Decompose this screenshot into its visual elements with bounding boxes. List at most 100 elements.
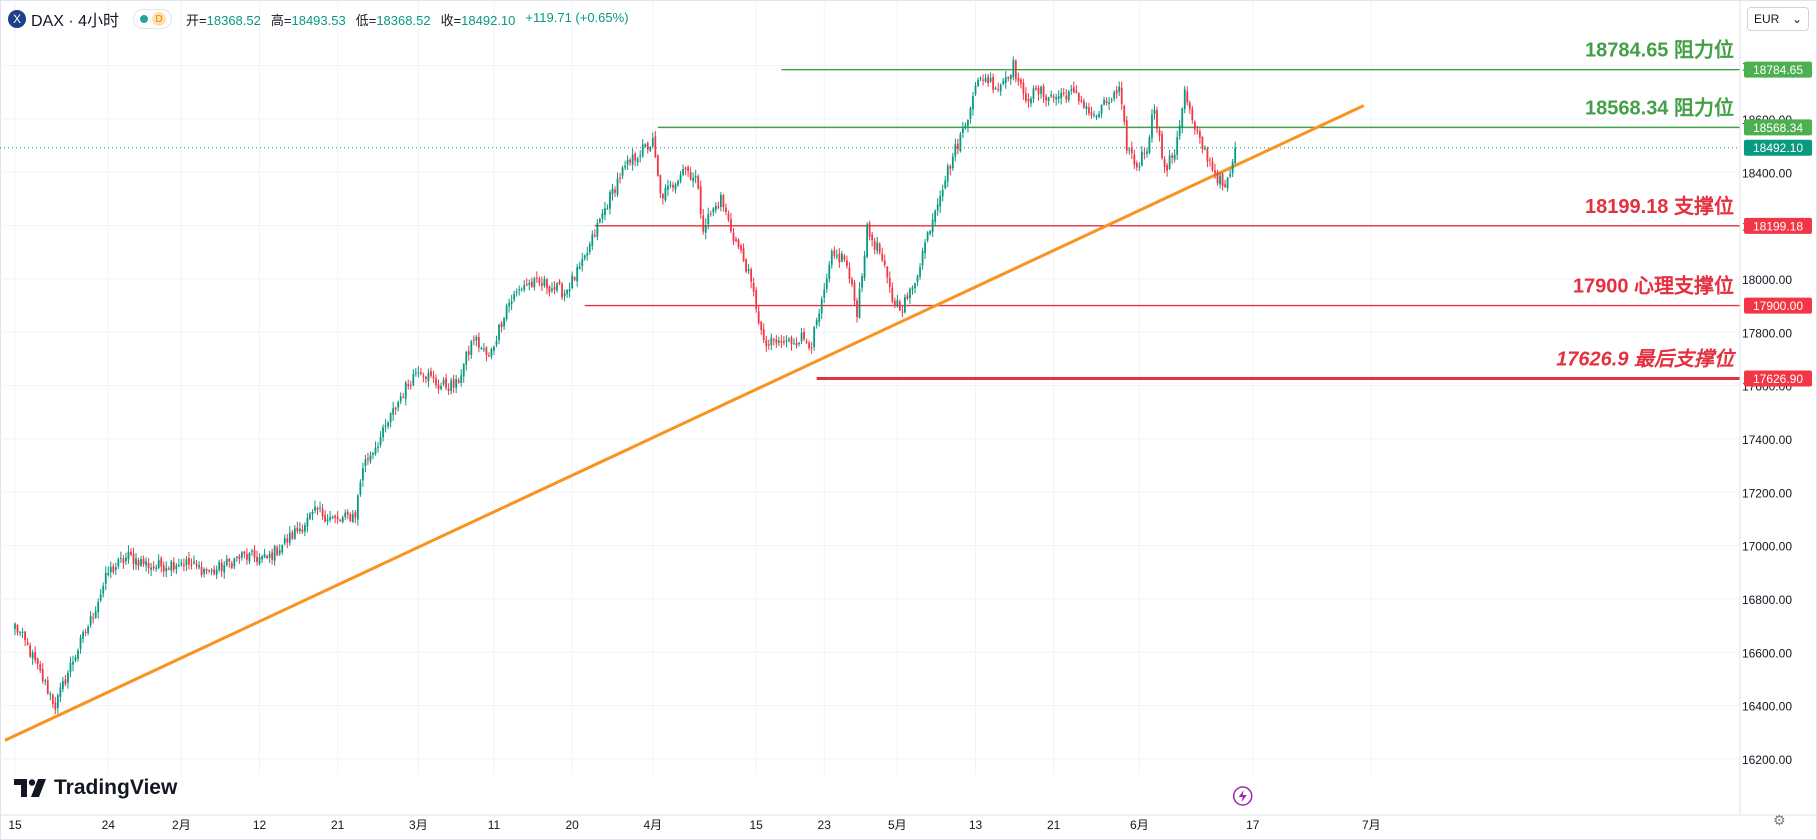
candle-body — [984, 78, 987, 82]
candle-body — [687, 167, 690, 172]
candle-body — [1085, 106, 1088, 110]
candle-body — [840, 253, 843, 262]
candle-body — [644, 144, 647, 147]
candle-body — [276, 547, 279, 555]
candle-body — [553, 286, 556, 290]
candle-body — [288, 532, 291, 543]
candle-body — [190, 564, 193, 566]
candle-body — [830, 251, 833, 265]
candle-body — [243, 551, 246, 555]
candle-body — [646, 143, 649, 150]
y-tick-label: 18400.00 — [1742, 166, 1792, 180]
candle-body — [528, 283, 531, 285]
price-tag-label: 17626.90 — [1753, 372, 1803, 386]
price-axis: 16200.00 16400.00 16600.00 16800.00 17000.00… — [1739, 0, 1812, 815]
level-label: 18568.34 阻力位 — [1585, 95, 1734, 119]
gear-icon[interactable]: ⚙ — [1773, 812, 1786, 828]
candle-body — [412, 373, 415, 386]
candle-body — [735, 239, 737, 241]
candle-body — [1027, 98, 1030, 102]
candle-body — [798, 343, 800, 345]
candle-body — [298, 528, 301, 532]
candle-body — [1030, 98, 1032, 104]
market-status[interactable]: D — [133, 9, 173, 29]
candle-body — [1014, 60, 1017, 80]
xetra-icon[interactable]: X — [8, 10, 26, 28]
candle-body — [571, 275, 574, 288]
candle-body — [200, 566, 203, 576]
candle-body — [750, 269, 753, 282]
candle-body — [601, 212, 604, 219]
candle-body — [477, 337, 480, 348]
candle-body — [737, 239, 740, 248]
candle-body — [41, 669, 44, 682]
candle-body — [1211, 161, 1214, 171]
candle-body — [747, 269, 750, 272]
uptrend-line — [4, 104, 1365, 742]
candle-body — [266, 555, 268, 559]
tradingview-logo[interactable]: TradingView — [14, 776, 177, 800]
candle-body — [170, 561, 173, 571]
x-tick-label: 5月 — [888, 818, 907, 832]
candle-body — [772, 339, 775, 341]
candle-body — [344, 512, 347, 518]
x-tick-label: 17 — [1246, 818, 1260, 832]
candle-body — [866, 224, 868, 257]
candle-body — [742, 248, 745, 261]
candle-body — [722, 195, 725, 208]
price-tag — [1744, 139, 1812, 156]
candle-body — [36, 658, 39, 664]
candle-body — [321, 508, 324, 517]
candle-body — [692, 177, 695, 182]
candle-body — [367, 458, 369, 460]
candle-body — [240, 552, 243, 558]
candle-body — [843, 255, 846, 260]
candle-body — [941, 189, 944, 197]
candle-body — [500, 323, 503, 328]
candle-body — [228, 558, 231, 562]
candle-body — [745, 259, 747, 272]
candle-body — [725, 207, 727, 213]
candle-body — [87, 626, 90, 634]
candle-body — [606, 208, 609, 210]
candle-body — [195, 563, 198, 566]
candle-body — [417, 372, 420, 374]
symbol-header: X DAX · 4小时 D 开=18368.52 高=18493.53 低=18… — [8, 6, 629, 32]
candle-body — [916, 275, 919, 282]
candle-body — [455, 379, 458, 388]
candle-body — [1181, 108, 1184, 128]
time-axis: 15 24 2月 12 21 3月 11 20 4月 15 23 5月 13 21 6月 17 7月 — [0, 786, 1817, 832]
candle-body — [1166, 165, 1168, 171]
candle-body — [498, 324, 500, 341]
candle-body — [281, 545, 284, 553]
candle-body — [533, 278, 536, 288]
candle-body — [1146, 151, 1148, 154]
x-tick-label: 24 — [102, 818, 116, 832]
candle-body — [112, 566, 115, 572]
candle-body — [188, 557, 190, 565]
candle-body — [1100, 105, 1103, 114]
symbol-name[interactable]: DAX · 4小时 — [31, 13, 120, 30]
candle-body — [225, 558, 228, 566]
ohlc-high: 高=18493.53 — [270, 12, 346, 28]
ohlc-close: 收=18492.10 — [440, 12, 516, 28]
candle-body — [263, 553, 266, 558]
candle-body — [568, 289, 571, 292]
tradingview-logo-icon — [14, 779, 46, 797]
currency-select[interactable]: EUR ⌄ — [1747, 7, 1809, 31]
candle-body — [1183, 89, 1186, 110]
candle-body — [765, 339, 768, 347]
candle-body — [74, 657, 77, 661]
candle-body — [246, 554, 248, 560]
candle-body — [906, 295, 909, 299]
candle-body — [49, 693, 52, 695]
candle-body — [140, 559, 142, 566]
candle-body — [235, 556, 238, 558]
candle-body — [999, 84, 1002, 92]
candle-body — [813, 327, 816, 348]
candle-body — [457, 380, 460, 383]
candle-body — [974, 85, 977, 95]
candle-body — [659, 175, 662, 194]
candle-body — [475, 336, 478, 341]
